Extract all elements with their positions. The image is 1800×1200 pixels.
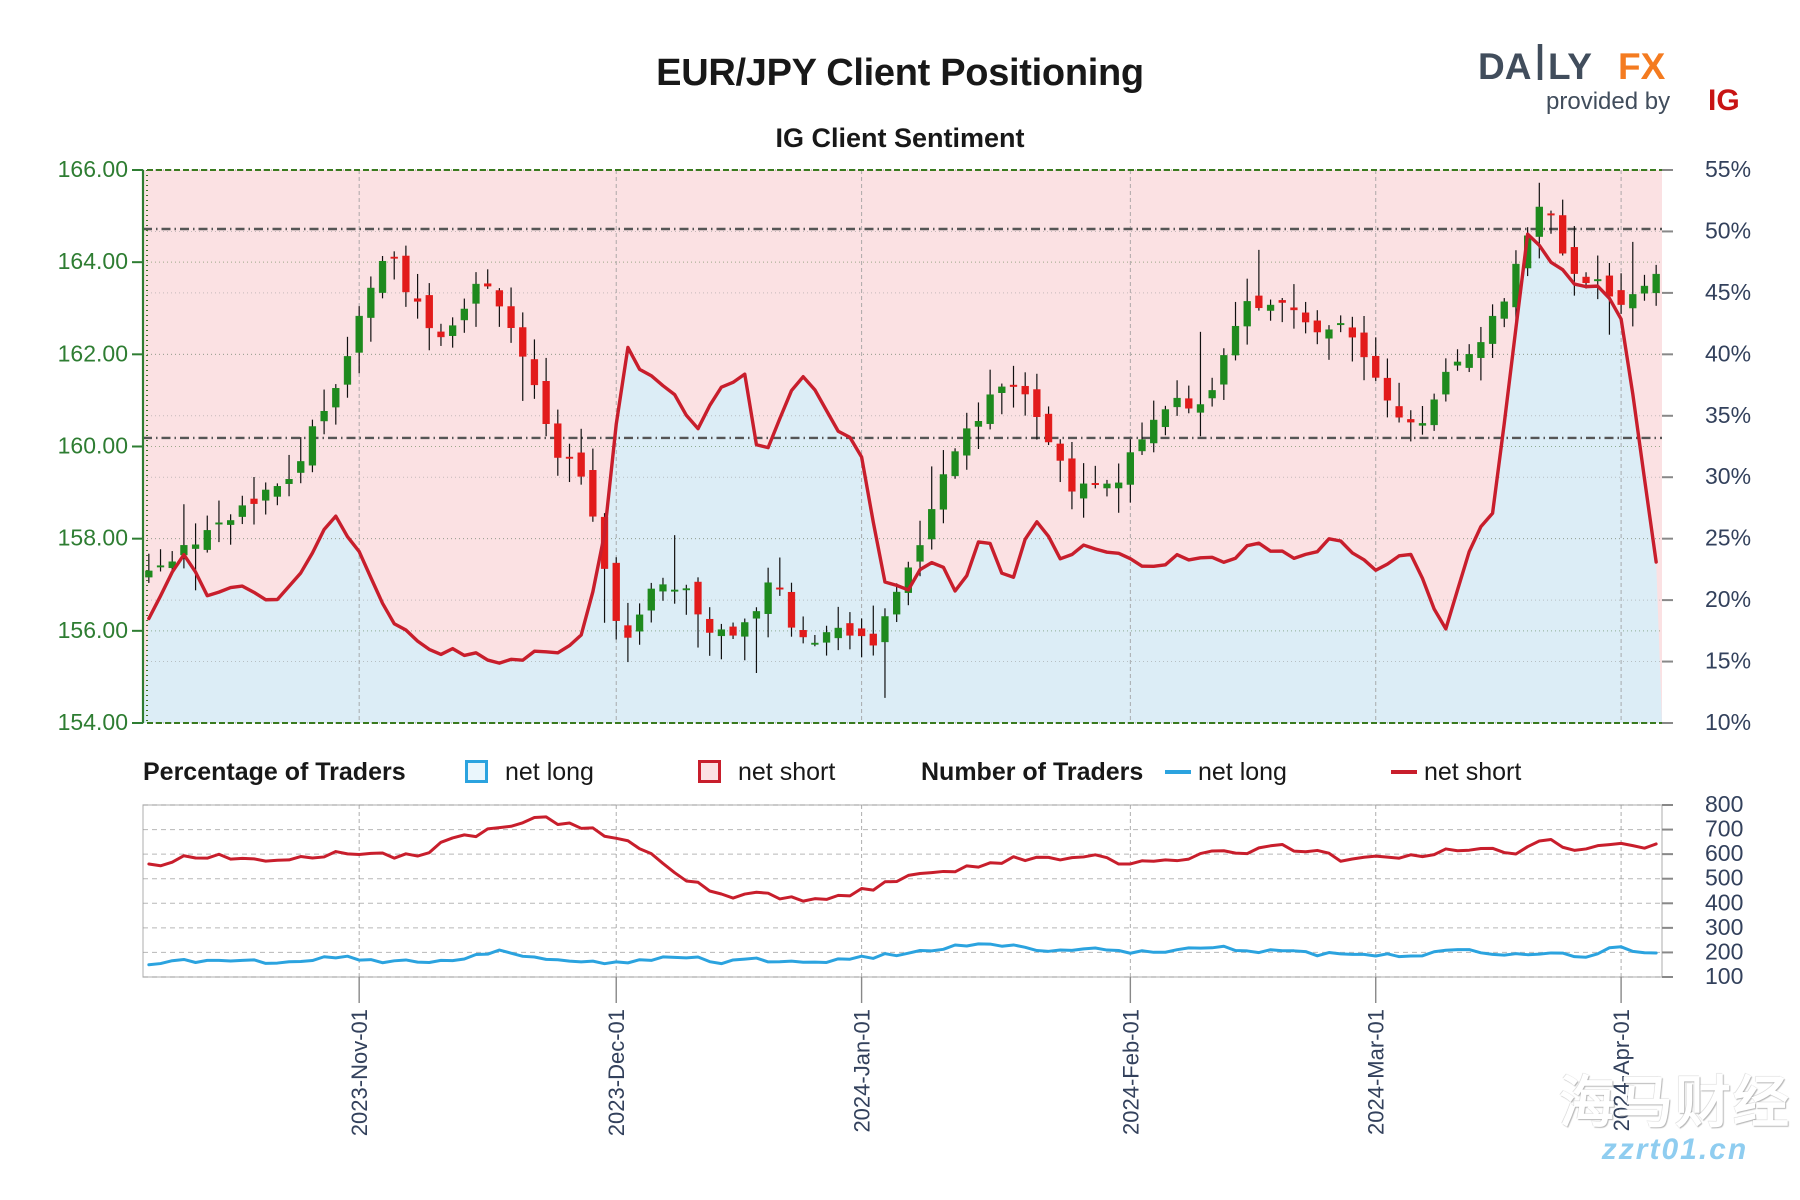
svg-text:166.00: 166.00: [58, 156, 128, 182]
svg-text:162.00: 162.00: [58, 340, 128, 366]
svg-text:400: 400: [1705, 889, 1743, 915]
svg-text:154.00: 154.00: [58, 709, 128, 735]
svg-text:55%: 55%: [1705, 156, 1751, 182]
svg-text:164.00: 164.00: [58, 248, 128, 274]
svg-text:156.00: 156.00: [58, 617, 128, 643]
svg-text:2024-Jan-01: 2024-Jan-01: [850, 1009, 875, 1133]
svg-text:2024-Mar-01: 2024-Mar-01: [1364, 1009, 1389, 1135]
svg-text:2023-Dec-01: 2023-Dec-01: [604, 1009, 629, 1136]
svg-text:15%: 15%: [1705, 648, 1751, 674]
svg-text:30%: 30%: [1705, 463, 1751, 489]
svg-text:160.00: 160.00: [58, 433, 128, 459]
svg-text:2023-Nov-01: 2023-Nov-01: [347, 1009, 372, 1136]
svg-text:10%: 10%: [1705, 709, 1751, 735]
svg-text:25%: 25%: [1705, 525, 1751, 551]
svg-text:100: 100: [1705, 963, 1743, 989]
svg-text:500: 500: [1705, 865, 1743, 891]
svg-text:35%: 35%: [1705, 402, 1751, 428]
svg-text:45%: 45%: [1705, 279, 1751, 305]
svg-text:200: 200: [1705, 938, 1743, 964]
svg-text:50%: 50%: [1705, 217, 1751, 243]
svg-text:158.00: 158.00: [58, 525, 128, 551]
svg-text:40%: 40%: [1705, 340, 1751, 366]
svg-text:600: 600: [1705, 840, 1743, 866]
svg-text:20%: 20%: [1705, 586, 1751, 612]
svg-text:300: 300: [1705, 914, 1743, 940]
svg-text:800: 800: [1705, 791, 1743, 817]
svg-text:700: 700: [1705, 816, 1743, 842]
svg-text:2024-Feb-01: 2024-Feb-01: [1118, 1009, 1143, 1135]
